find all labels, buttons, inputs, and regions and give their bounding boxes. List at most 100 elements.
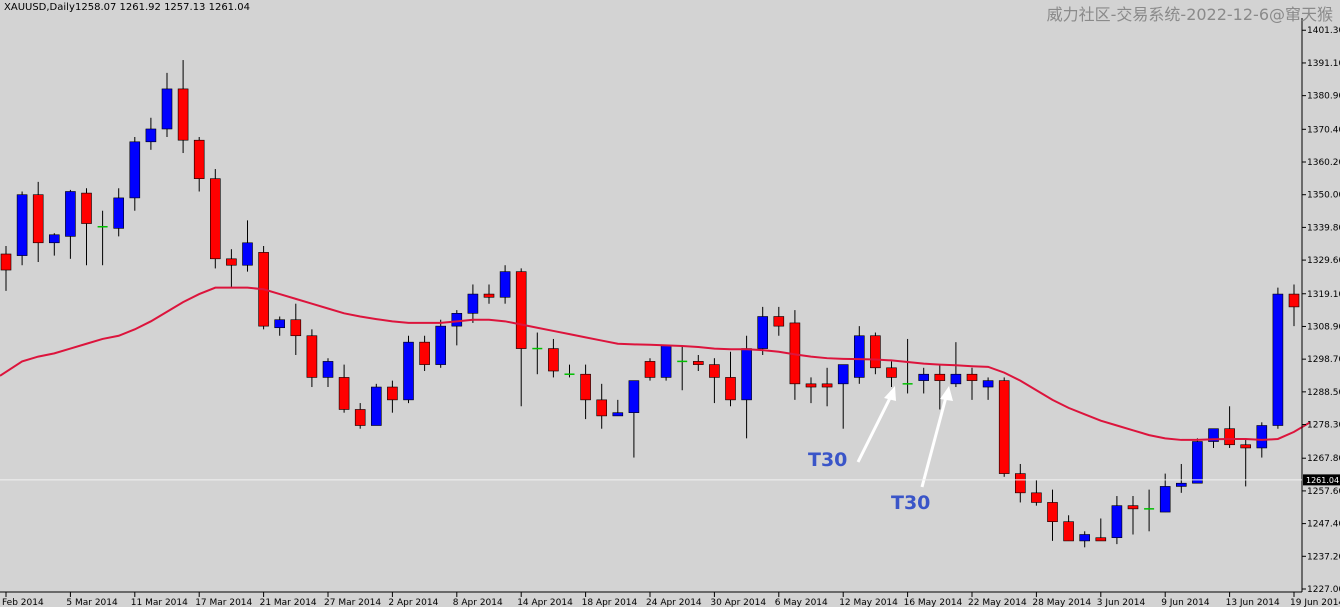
candle-77: [1240, 438, 1251, 487]
candle-19: [306, 329, 318, 388]
candle-body: [1256, 425, 1268, 449]
candle-body: [918, 373, 930, 381]
annotations-layer: T30 T30: [808, 386, 953, 514]
candle-body: [1095, 537, 1107, 542]
candle-80: [1288, 284, 1300, 327]
x-tick-label-18: 9 Jun 2014: [1161, 598, 1210, 607]
annotation-arrowhead-2: [940, 386, 953, 401]
y-tick-label-1: 1391.10: [1307, 59, 1340, 69]
candle-body: [757, 316, 769, 349]
candle-25: [403, 335, 414, 404]
candle-23: [370, 383, 382, 426]
candle-body: [467, 293, 479, 314]
candle-11: [177, 60, 189, 154]
candle-24: [387, 380, 398, 413]
candle-body: [354, 409, 366, 426]
y-tick-label-16: 1237.20: [1307, 552, 1340, 562]
current-price-layer: 1261.04: [0, 474, 1340, 486]
candle-54: [870, 332, 881, 375]
candle-body: [65, 191, 76, 237]
candle-body: [370, 386, 382, 426]
candle-body: [451, 313, 463, 327]
candle-55: [886, 361, 897, 388]
candle-body: [274, 319, 286, 329]
candle-body: [950, 373, 962, 385]
candle-body: [226, 258, 237, 266]
candle-37: [596, 383, 608, 429]
candle-body: [515, 271, 527, 349]
y-tick-label-9: 1308.90: [1307, 322, 1340, 332]
annotation-label-1: T30: [808, 449, 847, 471]
candle-8: [129, 136, 141, 211]
y-tick-label-6: 1339.80: [1307, 223, 1340, 233]
symbol-label: XAUUSD,Daily: [4, 2, 75, 13]
candle-body: [1176, 482, 1187, 487]
x-tick-label-0: Feb 2014: [2, 598, 44, 607]
candle-45: [725, 351, 736, 407]
candle-body: [338, 377, 350, 410]
candle-body: [548, 348, 559, 372]
candle-42: [677, 345, 688, 391]
y-tick-label-5: 1350.00: [1307, 191, 1340, 201]
candle-48: [773, 306, 785, 336]
candle-body: [129, 141, 141, 199]
candle-31: [499, 265, 511, 304]
candle-body: [966, 373, 978, 381]
candle-71: [1144, 489, 1155, 532]
candle-body: [644, 361, 656, 378]
candle-5: [81, 188, 92, 266]
candle-12: [193, 136, 205, 192]
x-tick-label-19: 13 Jun 2014: [1226, 598, 1280, 607]
y-tick-label-3: 1370.40: [1307, 125, 1340, 135]
candle-body: [1288, 293, 1300, 308]
candle-body: [435, 325, 447, 365]
candle-body: [193, 139, 205, 179]
annotation-arrow-2: [920, 396, 948, 488]
candle-body: [773, 316, 785, 327]
candle-2: [32, 181, 44, 263]
candle-body: [483, 293, 495, 298]
x-tick-label-12: 6 May 2014: [775, 598, 828, 607]
y-tick-label-15: 1247.40: [1307, 520, 1340, 530]
y-tick-label-7: 1329.60: [1307, 256, 1340, 266]
candle-body: [982, 380, 994, 388]
y-tick-label-10: 1298.70: [1307, 355, 1340, 365]
y-axis-ticks: 1401.30 1391.10 1380.90 1370.40 1360.20 1350.…: [1302, 26, 1340, 595]
candle-34: [548, 338, 559, 378]
candle-27: [435, 319, 447, 368]
candle-body: [403, 341, 414, 401]
candle-28: [451, 310, 463, 346]
candle-body: [692, 361, 704, 365]
x-tick-label-3: 17 Mar 2014: [195, 598, 252, 607]
x-tick-label-10: 24 Apr 2014: [646, 598, 702, 607]
annotation-arrowhead-1: [884, 386, 896, 401]
candle-9: [145, 117, 157, 150]
candle-body: [709, 364, 720, 378]
candle-body: [580, 373, 591, 401]
candle-41: [660, 345, 672, 381]
candle-73: [1176, 463, 1187, 493]
candle-body: [1031, 492, 1042, 503]
candle-body: [1127, 505, 1139, 510]
candle-22: [354, 403, 366, 429]
x-tick-label-5: 27 Mar 2014: [324, 598, 381, 607]
x-tick-label-16: 28 May 2014: [1032, 598, 1091, 607]
x-tick-label-6: 2 Apr 2014: [388, 598, 438, 607]
candle-body: [934, 373, 946, 381]
candle-body: [242, 242, 253, 266]
candle-79: [1272, 287, 1284, 429]
y-tick-label-4: 1360.20: [1307, 158, 1340, 168]
candle-body: [1240, 444, 1251, 449]
candle-body: [48, 234, 60, 244]
candle-body: [1047, 502, 1058, 522]
candle-body: [1079, 534, 1090, 542]
candle-53: [853, 326, 865, 384]
candle-29: [467, 284, 479, 323]
axes-layer: 1401.30 1391.10 1380.90 1370.40 1360.20 1350.…: [0, 18, 1340, 607]
y-tick-label-17: 1227.00: [1307, 585, 1340, 595]
candle-36: [580, 364, 591, 420]
x-tick-label-4: 21 Mar 2014: [260, 598, 317, 607]
ohlc-label: 1258.07 1261.92 1257.13 1261.04: [75, 2, 250, 13]
